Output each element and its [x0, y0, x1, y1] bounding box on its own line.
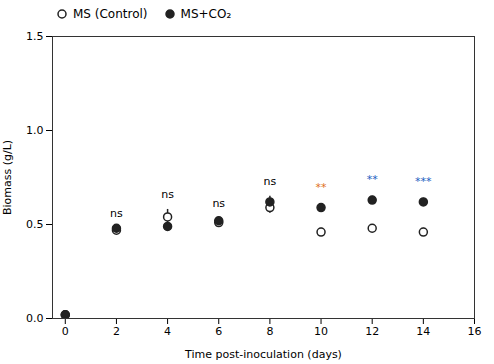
- svg-text:0.0: 0.0: [26, 312, 44, 325]
- svg-text:ns: ns: [110, 207, 123, 220]
- svg-text:0.5: 0.5: [26, 218, 44, 231]
- svg-text:***: ***: [415, 175, 432, 188]
- svg-text:**: **: [367, 173, 379, 186]
- svg-text:14: 14: [416, 325, 430, 338]
- svg-text:ns: ns: [212, 197, 225, 210]
- svg-text:0: 0: [62, 325, 69, 338]
- svg-text:8: 8: [266, 325, 273, 338]
- svg-text:Time post-inoculation (days): Time post-inoculation (days): [184, 348, 342, 361]
- svg-text:10: 10: [314, 325, 328, 338]
- svg-text:16: 16: [468, 325, 482, 338]
- svg-text:2: 2: [113, 325, 120, 338]
- svg-text:12: 12: [365, 325, 379, 338]
- svg-text:6: 6: [215, 325, 222, 338]
- svg-text:4: 4: [164, 325, 171, 338]
- svg-text:ns: ns: [264, 175, 277, 188]
- svg-text:ns: ns: [161, 188, 174, 201]
- svg-text:Biomass (g/L): Biomass (g/L): [1, 140, 14, 215]
- svg-text:1.5: 1.5: [26, 30, 44, 43]
- svg-text:1.0: 1.0: [26, 124, 44, 137]
- html-text:MS (Control): MS (Control): [73, 7, 148, 21]
- html-text:MS+CO₂: MS+CO₂: [180, 7, 232, 21]
- svg-text:**: **: [316, 181, 328, 194]
